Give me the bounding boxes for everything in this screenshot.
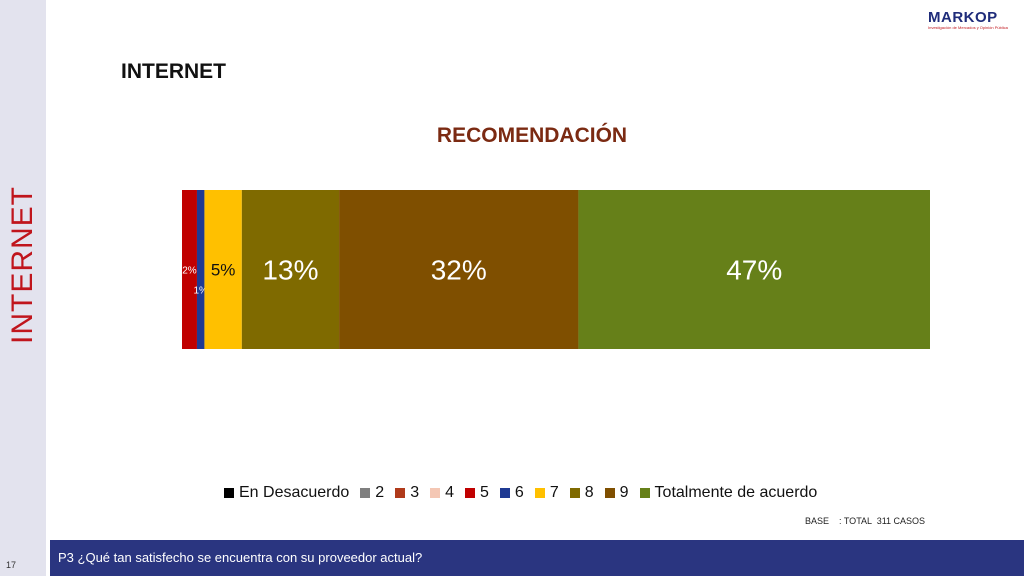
data-label-totalmente-de-acuerdo: 47% <box>726 255 782 286</box>
logo-name: MARKOP <box>928 9 998 26</box>
page-number: 17 <box>6 560 17 570</box>
page-heading: INTERNET <box>121 60 226 83</box>
side-bar <box>0 0 46 540</box>
legend-item-totalmente-de-acuerdo: Totalmente de acuerdo <box>639 484 818 502</box>
legend-label: 9 <box>619 484 629 501</box>
bar-segment-totalmente-de-acuerdo <box>578 190 930 349</box>
legend-label: 6 <box>514 484 524 501</box>
legend-item-8: 8 <box>569 484 594 502</box>
data-label-8: 13% <box>262 255 318 286</box>
legend-swatch <box>639 488 650 498</box>
bar-segment-9 <box>339 190 579 349</box>
bar-segment-7 <box>204 190 242 349</box>
data-label-9: 32% <box>431 255 487 286</box>
legend-swatch <box>569 488 580 498</box>
legend-swatch <box>499 488 510 498</box>
data-label-6: 1% <box>193 286 208 297</box>
markop-logo: MARKOP Investigación de Mercados y Opini… <box>928 10 1018 36</box>
legend-item-5: 5 <box>465 484 489 502</box>
legend-swatch <box>430 488 441 498</box>
legend-item-9: 9 <box>604 484 629 502</box>
data-label-7: 5% <box>211 261 236 280</box>
base-note: BASE : TOTAL 311 CASOS <box>805 516 926 526</box>
bar-segment-6 <box>196 190 205 349</box>
legend-item-2: 2 <box>360 484 384 502</box>
legend-label: 2 <box>375 484 385 501</box>
legend-label: 7 <box>549 484 559 501</box>
logo-tagline: Investigación de Mercados y Opinión Públ… <box>928 25 1008 30</box>
footer: 17 P3 ¿Qué tan satisfecho se encuentra c… <box>0 540 1024 576</box>
footer-left-panel: 17 <box>0 540 46 576</box>
legend-swatch <box>360 488 371 498</box>
chart-legend: En Desacuerdo 2 3 4 5 6 7 8 9 Totalmente de acuer… <box>224 484 828 502</box>
bar-segment-5 <box>182 190 197 349</box>
legend-label: En Desacuerdo <box>239 484 350 501</box>
legend-label: Totalmente de acuerdo <box>654 484 818 501</box>
legend-label: 4 <box>445 484 455 501</box>
legend-item-3: 3 <box>395 484 419 502</box>
bar-segment-8 <box>241 190 340 349</box>
stacked-bar-chart: 2% 1%5% 13% 32% 47% <box>182 190 930 349</box>
legend-item-4: 4 <box>430 484 454 502</box>
legend-swatch <box>534 488 545 498</box>
legend-item-en-desacuerdo: En Desacuerdo <box>224 484 349 502</box>
legend-swatch <box>395 488 406 498</box>
legend-swatch <box>224 488 234 498</box>
legend-label: 8 <box>584 484 594 501</box>
legend-swatch <box>465 488 476 498</box>
chart-title: RECOMENDACIÓN <box>436 124 628 147</box>
legend-item-6: 6 <box>499 484 524 502</box>
data-label-5: 2% <box>182 266 197 277</box>
legend-swatch <box>604 488 615 498</box>
legend-item-7: 7 <box>534 484 559 502</box>
question-text: P3 ¿Qué tan satisfecho se encuentra con … <box>58 550 423 565</box>
legend-label: 3 <box>410 484 420 501</box>
footer-band: P3 ¿Qué tan satisfecho se encuentra con … <box>50 540 1024 576</box>
legend-label: 5 <box>480 484 489 501</box>
